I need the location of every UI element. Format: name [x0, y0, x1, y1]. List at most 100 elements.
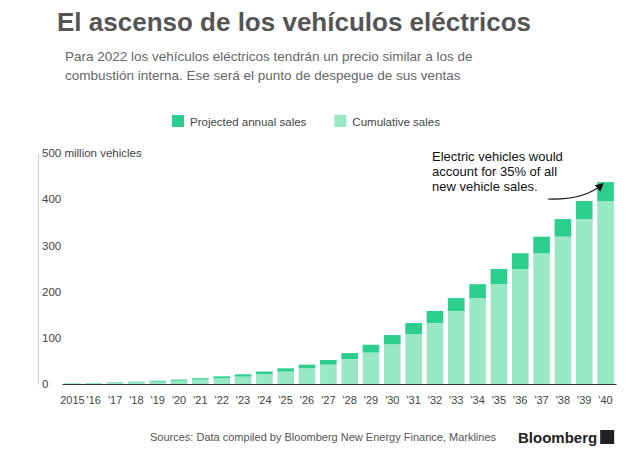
bar: [533, 237, 550, 254]
bar: [213, 378, 230, 384]
x-tick: '33: [449, 394, 463, 406]
x-tick: '29: [364, 394, 378, 406]
chart-container: El ascenso de los vehículos eléctricos Pa…: [0, 0, 640, 460]
bar: [427, 311, 444, 323]
x-tick-label: '29: [364, 394, 378, 406]
x-tick: '18: [129, 394, 143, 406]
y-tick: 300: [38, 240, 61, 252]
bar: [171, 380, 188, 381]
y-tick-label: 300: [42, 240, 61, 252]
brand: Bloomberg: [518, 429, 597, 446]
bar: [149, 382, 166, 384]
bar: [555, 237, 572, 384]
x-tick: '37: [534, 394, 548, 406]
bar: [107, 382, 124, 383]
bar: [320, 365, 337, 384]
title: El ascenso de los vehículos eléctricos: [57, 7, 531, 37]
bar: [299, 365, 316, 369]
x-tick-label: '25: [279, 394, 293, 406]
y-tick-label: 0: [42, 378, 48, 390]
x-tick-label: '21: [193, 394, 207, 406]
x-tick-label: '40: [598, 394, 612, 406]
x-tick-label: '28: [342, 394, 356, 406]
chart-svg: El ascenso de los vehículos eléctricos Pa…: [0, 0, 640, 460]
legend-item: Projected annual sales: [172, 115, 307, 128]
bar: [597, 182, 614, 201]
x-tick-label: '35: [492, 394, 506, 406]
x-tick: '17: [108, 394, 122, 406]
x-tick: '21: [193, 394, 207, 406]
bar: [555, 219, 572, 237]
bar: [64, 383, 81, 384]
annotation-line: Electric vehicles would: [432, 149, 563, 164]
bar: [341, 353, 358, 359]
bar: [448, 311, 465, 384]
bar: [469, 298, 486, 384]
legend-swatch: [172, 115, 184, 127]
annotation-line: account for 35% of all: [432, 164, 557, 179]
y-axis-line: [38, 154, 39, 385]
bar: [85, 383, 102, 384]
annotation: Electric vehicles wouldaccount for 35% o…: [432, 149, 603, 199]
x-tick-label: '39: [577, 394, 591, 406]
x-tick: '24: [257, 394, 271, 406]
bar: [64, 383, 81, 384]
bar: [235, 377, 252, 384]
bar: [235, 374, 252, 376]
bar: [192, 380, 209, 384]
bar: [448, 298, 465, 311]
x-tick-label: '26: [300, 394, 314, 406]
y-tick: 400: [38, 193, 61, 205]
bar: [107, 383, 124, 384]
x-axis-line: [63, 384, 617, 385]
x-tick: '22: [215, 394, 229, 406]
bar: [512, 269, 529, 384]
bar: [491, 269, 508, 284]
bar: [213, 376, 230, 378]
x-tick-label: '38: [556, 394, 570, 406]
bar: [512, 253, 529, 269]
bar: [597, 201, 614, 384]
x-tick: '38: [556, 394, 570, 406]
bar: [533, 253, 550, 384]
x-tick: '27: [321, 394, 335, 406]
x-tick: '19: [151, 394, 165, 406]
bar: [363, 353, 380, 384]
y-axis: 0100200300400500 million vehicles: [38, 147, 142, 390]
bar: [576, 201, 593, 219]
legend-label: Projected annual sales: [190, 116, 307, 128]
x-tick-label: '37: [534, 394, 548, 406]
bar: [256, 372, 273, 375]
x-tick: '40: [598, 394, 612, 406]
x-tick: '35: [492, 394, 506, 406]
bar: [277, 368, 294, 371]
bar: [363, 345, 380, 353]
y-tick-label: 200: [42, 286, 61, 298]
x-tick-label: '18: [129, 394, 143, 406]
x-tick-label: '33: [449, 394, 463, 406]
x-tick: '28: [342, 394, 356, 406]
y-tick: 100: [38, 332, 61, 344]
x-tick: '32: [428, 394, 442, 406]
x-tick-label: '32: [428, 394, 442, 406]
brand-icon: [600, 430, 614, 444]
legend-item: Cumulative sales: [334, 115, 440, 128]
y-tick: 200: [38, 286, 61, 298]
x-tick: '16: [87, 394, 101, 406]
bar: [149, 380, 166, 382]
x-tick-label: '20: [172, 394, 186, 406]
bar: [299, 368, 316, 384]
x-tick-label: '24: [257, 394, 271, 406]
x-tick: '26: [300, 394, 314, 406]
bar: [256, 374, 273, 384]
subtitle-line: combustión interna. Ese será el punto de…: [65, 68, 461, 83]
x-tick: '23: [236, 394, 250, 406]
bar: [427, 323, 444, 384]
subtitle-line: Para 2022 los vehículos eléctricos tendr…: [65, 49, 472, 64]
x-tick: 2015: [60, 394, 84, 406]
bar: [277, 372, 294, 384]
x-tick: '39: [577, 394, 591, 406]
bar: [469, 284, 486, 298]
x-tick-label: '17: [108, 394, 122, 406]
x-tick: '20: [172, 394, 186, 406]
